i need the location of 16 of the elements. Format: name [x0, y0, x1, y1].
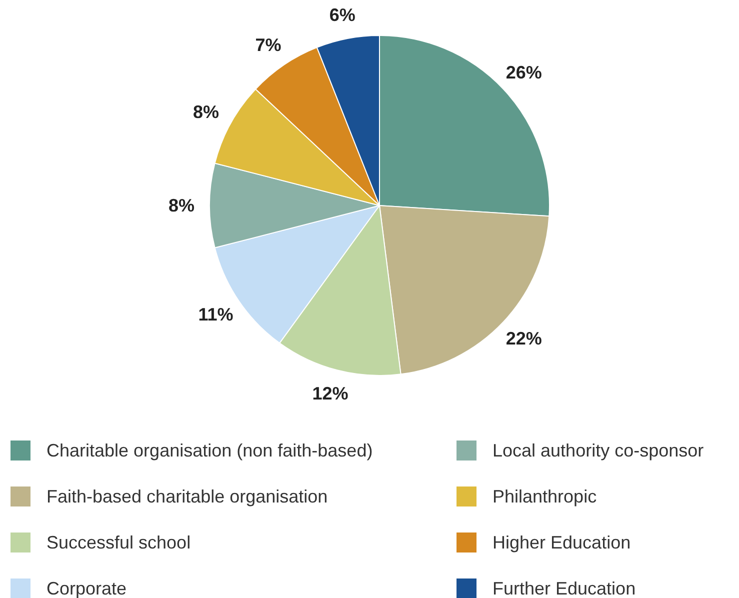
data-label: 8% [168, 196, 195, 216]
data-label: 8% [192, 102, 219, 122]
data-label: 11% [198, 304, 234, 325]
data-label: 6% [329, 4, 356, 25]
legend-label: Successful school [46, 532, 191, 552]
data-label: 22% [506, 328, 542, 348]
data-label: 12% [312, 383, 348, 404]
data-label: 26% [506, 62, 542, 83]
legend-label: Charitable organisation (non faith-based) [46, 440, 373, 460]
legend-label: Corporate [46, 578, 127, 598]
legend-label: Local authority co-sponsor [492, 440, 704, 460]
data-label: 7% [255, 35, 282, 56]
legend-label: Further Education [492, 578, 636, 598]
legend-label: Higher Education [492, 532, 631, 552]
legend-label: Philanthropic [492, 486, 597, 506]
legend-label: Faith-based charitable organisation [46, 486, 328, 506]
